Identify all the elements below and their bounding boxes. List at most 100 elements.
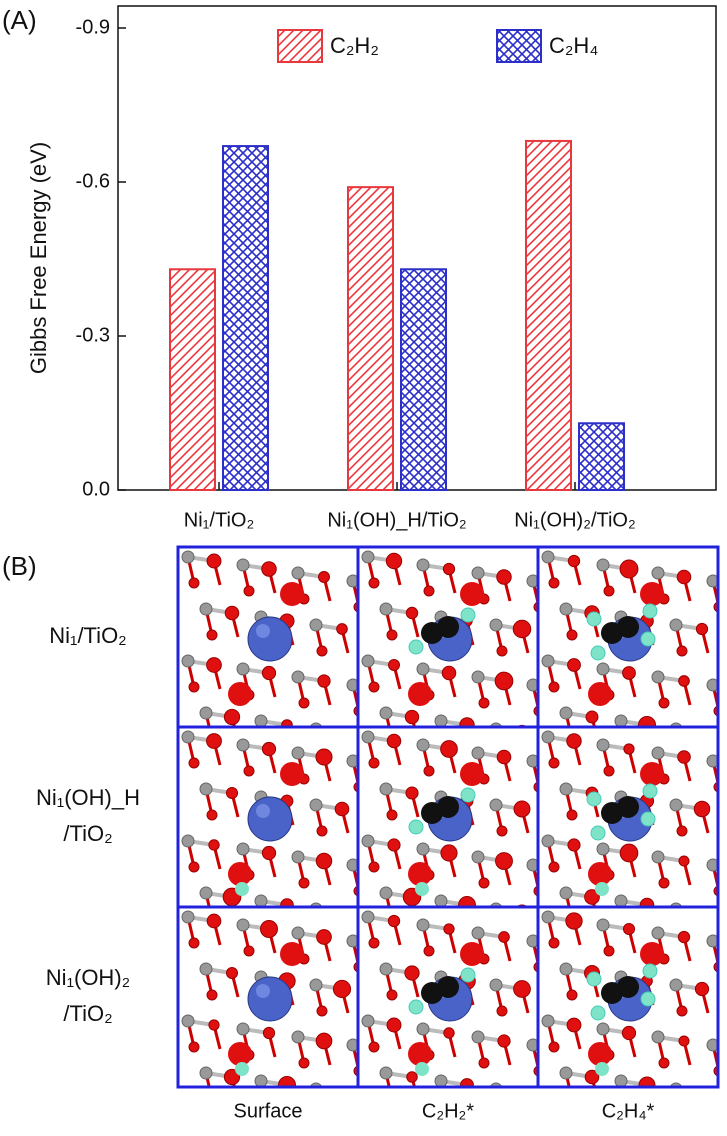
atom-o-large [408,862,432,886]
atom-ti [254,1074,268,1087]
atom-o [316,929,332,945]
atom-o [206,553,222,569]
atom-o-large [280,942,304,966]
atom-o [567,554,581,568]
bond [676,1089,682,1115]
atom-ti [199,886,213,900]
structure-image [538,727,718,907]
atom-ti [559,602,573,616]
y-tick-label: -0.3 [76,324,110,346]
atom-ti [291,670,305,684]
atom-ti [361,1014,375,1028]
atom-o [678,1035,690,1047]
atom-ti [489,1082,503,1087]
atom-o [496,749,512,765]
atom-o [566,1017,582,1033]
atom-ti [706,754,718,768]
atom-ti [559,962,573,976]
atom-o [459,717,475,727]
atom-o [440,844,458,862]
atom-o-large [280,582,304,606]
structure-image [358,727,538,907]
atom-o [315,748,333,766]
atom-h [408,999,424,1015]
atom-ti [669,618,683,632]
atom-ti [291,926,305,940]
atom-o [243,585,255,597]
atom-ti [254,894,268,907]
atom-ti [236,918,250,932]
atom-o [637,715,657,727]
atom-h [640,631,656,647]
atom-o [678,675,690,687]
atom-ti [199,962,213,976]
atom-o [389,1093,406,1110]
atom-o [496,1005,508,1017]
atom-ti [379,782,393,796]
atom-ti [181,834,195,848]
atom-o [603,945,615,957]
atom-o [619,559,639,579]
atom-o-large [588,682,612,706]
atom-ti [651,850,665,864]
atom-o [442,562,456,576]
bar [347,186,394,491]
atom-o [460,1078,474,1087]
atom-o [423,765,435,777]
atom-o [368,861,380,873]
row-label: Ni₁/TiO₂ [49,623,126,648]
atom-o [497,1110,507,1120]
atom-ti [291,850,305,864]
atom-ni [247,616,293,662]
atom-o [334,801,350,817]
legend-swatch [277,29,323,63]
atom-ni [247,796,293,842]
atom-o [496,569,512,585]
atom-ti [416,1022,430,1036]
atom-o [339,1086,345,1087]
bond [316,1089,322,1115]
atom-o [318,571,330,583]
atom-c [437,796,459,818]
atom-o [676,1005,688,1017]
atom-o [404,709,420,725]
atom-h [595,1062,609,1076]
bond [577,1101,583,1125]
atom-ti [291,746,305,760]
atom-o [188,577,200,589]
atom-o [443,923,455,935]
atom-o [423,585,435,597]
atom-h [642,963,658,979]
atom-ti [434,1074,448,1087]
atom-o [386,629,398,641]
legend-swatch [496,29,542,63]
atom-o [224,605,240,621]
atom-o [332,979,352,999]
atom-o [552,1118,562,1128]
row-label: /TiO₂ [63,821,112,846]
atom-ti [199,706,213,720]
atom-ti [596,738,610,752]
atom-ti [471,926,485,940]
atom-o [566,733,582,749]
atom-o [206,989,218,1001]
atom-h [408,639,424,655]
bar [525,139,572,492]
atom-ti [706,678,718,692]
atom-o [388,659,400,671]
atom-ti [416,662,430,676]
atom-ti [346,858,358,872]
atom-ti [181,550,195,564]
atom-ti [559,1066,573,1080]
atom-o-large [640,582,664,606]
atom-o [622,666,636,680]
atom-h [235,1062,249,1076]
bar [169,268,216,491]
atom-o [658,877,670,889]
atom-o [368,681,380,693]
atom-o [261,561,277,577]
atom-o [386,1017,402,1033]
structure-image [538,547,718,727]
atom-ti [596,558,610,572]
atom-o [513,800,531,818]
